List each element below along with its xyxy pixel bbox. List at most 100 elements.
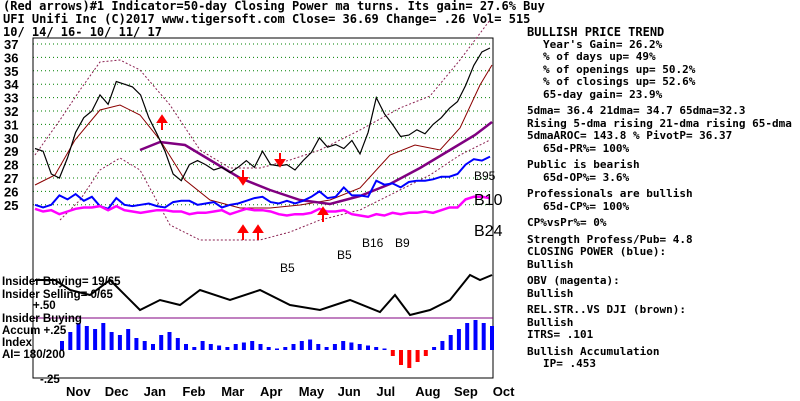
accum-bar — [275, 348, 279, 350]
x-tick-label: Sep — [454, 384, 478, 399]
x-tick-label: Nov — [66, 384, 91, 399]
accum-bar — [415, 350, 420, 362]
insider-buying-label: Insider Buying= 19/65 — [2, 276, 121, 288]
ma21-line — [34, 64, 493, 209]
x-tick-label: Mar — [221, 384, 244, 399]
price-line — [34, 47, 491, 182]
signal-b95: B95 — [474, 169, 496, 183]
accum-bar — [423, 350, 428, 356]
accum-bar — [374, 347, 379, 350]
upper-band — [34, 19, 491, 169]
accum-bar — [109, 332, 114, 350]
y-tick-label: 35 — [4, 64, 18, 79]
signal-b5-a: B5 — [280, 261, 295, 275]
accum-bar — [200, 341, 205, 350]
accum-bar — [432, 347, 437, 350]
x-tick-label: Apr — [260, 384, 282, 399]
accum-bar — [76, 323, 81, 350]
ma65-line — [139, 121, 493, 206]
obv-title: OBV (magenta): — [527, 274, 620, 287]
accum-bar — [316, 344, 321, 350]
pr-65d: 65d-PR%= 100% — [543, 141, 630, 155]
years-gain: Year's Gain= 26.2% — [543, 37, 663, 51]
accum-bar — [291, 344, 296, 350]
acc-value-label: AI= 180/200 — [2, 349, 65, 361]
accum-bar — [456, 329, 461, 350]
accum-bar — [308, 339, 313, 350]
aroc-pivot: 5dmaAROC= 143.8 % PivotP= 36.37 — [527, 129, 733, 142]
signal-b16: B16 — [362, 236, 384, 250]
accum-bar — [332, 344, 337, 350]
x-tick-label: May — [299, 384, 325, 399]
y-tick-label: 30 — [4, 131, 18, 146]
accum-bar — [283, 347, 288, 350]
accum-bar — [159, 335, 164, 350]
accum-bar — [399, 350, 403, 365]
y-tick-label: 37 — [4, 37, 18, 52]
obv-line — [34, 195, 491, 219]
accum-bar — [101, 323, 106, 350]
accum-bar — [175, 338, 180, 350]
gridlines — [33, 43, 493, 206]
accum-bar — [241, 342, 246, 350]
accum-bar — [341, 341, 346, 350]
accum-bar — [117, 335, 122, 350]
acc-plus50-label: +.50 — [33, 300, 56, 312]
days-up: % of days up= 49% — [543, 50, 656, 63]
closing-power-title: CLOSING POWER (blue): — [527, 245, 667, 258]
accum-bar — [225, 347, 230, 350]
chart-title-line1: (Red arrows)#1 Indicator=50-day Closing … — [3, 0, 545, 13]
closing-power-status: Bullish — [527, 257, 574, 271]
accum-bar — [448, 335, 453, 350]
lower-band — [59, 139, 491, 241]
x-tick-label: Jun — [338, 384, 361, 399]
buy-arrow-head — [156, 114, 168, 123]
ma-values: 5dma= 36.4 21dma= 34.7 65dma=32.3 — [527, 104, 746, 117]
acc-plus25-label: Accum +.25 — [2, 325, 67, 337]
y-tick-label: 36 — [4, 50, 18, 65]
pros-status: Professionals are bullish — [527, 187, 693, 200]
y-tick-label: 29 — [4, 144, 18, 159]
accum-title: Bullish Accumulation — [527, 344, 660, 358]
accum-bar — [126, 329, 131, 350]
buy-sell-arrows — [156, 114, 329, 240]
x-tick-label: Jul — [376, 384, 395, 399]
x-axis-labels: Nov Dec Jan Feb Mar Apr May Jun Jul Aug Sep Oct — [66, 384, 515, 399]
gain-65day: 65-day gain= 23.9% — [543, 87, 663, 101]
accum-bar — [68, 332, 73, 350]
signal-b24: B24 — [474, 223, 503, 240]
date-range: 10/ 14/ 16- 10/ 11/ 17 — [3, 25, 162, 39]
signal-b9: B9 — [395, 236, 410, 250]
buy-arrow-head — [237, 224, 249, 233]
x-tick-label: Feb — [182, 384, 205, 399]
accum-bar — [192, 347, 197, 350]
cp-vs-pr: CP%vsPr%= 0% — [527, 216, 607, 229]
accum-bar — [208, 344, 213, 350]
openings-up: % of openings up= 50.2% — [543, 62, 696, 76]
accum-bar — [382, 348, 387, 350]
acc-title-label: Insider Buying — [2, 313, 82, 325]
accum-bar — [324, 347, 329, 350]
accum-ip: IP= .453 — [543, 357, 596, 370]
accum-bar — [440, 341, 445, 350]
acc-index-label: Index — [2, 337, 33, 349]
relstr-title: REL.STR..VS DJI (brown): — [527, 303, 686, 316]
accum-bar — [299, 341, 304, 350]
accum-bar — [142, 341, 147, 350]
acc-minus25-label: -.25 — [40, 374, 60, 386]
ma-direction: Rising 5-dma rising 21-dma rising 65-dma — [527, 116, 792, 130]
accum-bar — [167, 332, 172, 350]
x-tick-label: Dec — [105, 384, 129, 399]
chart-title-line2: UFI Unifi Inc (C)2017 www.tigersoft.com … — [3, 12, 531, 26]
strength: Strength Profess/Pub= 4.8 — [527, 232, 693, 246]
y-tick-label: 31 — [4, 117, 18, 132]
accum-bar — [357, 344, 362, 350]
closings-up: % of closings up= 52.6% — [543, 75, 696, 88]
public-op: 65d-OP%= 3.6% — [543, 170, 630, 184]
accum-bar — [490, 326, 494, 350]
accumulation-histogram — [60, 320, 494, 368]
plot-frame — [32, 37, 494, 379]
accum-bar — [134, 338, 139, 350]
